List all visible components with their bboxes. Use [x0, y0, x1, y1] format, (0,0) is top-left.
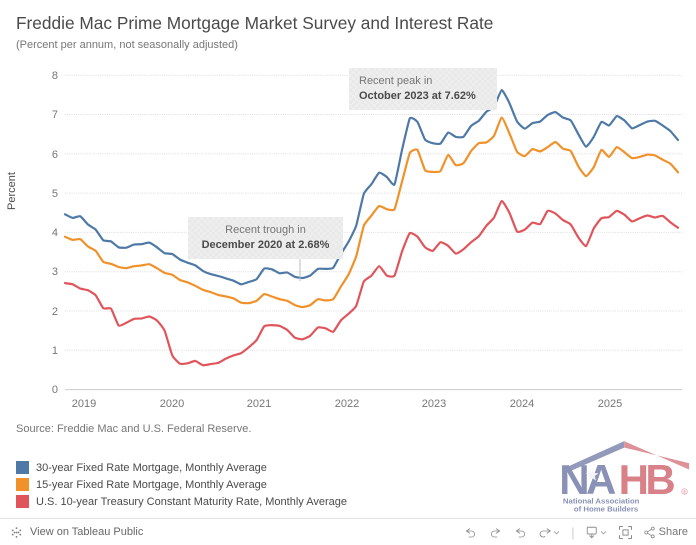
- svg-text:®: ®: [683, 489, 686, 494]
- svg-text:of Home Builders: of Home Builders: [574, 505, 638, 512]
